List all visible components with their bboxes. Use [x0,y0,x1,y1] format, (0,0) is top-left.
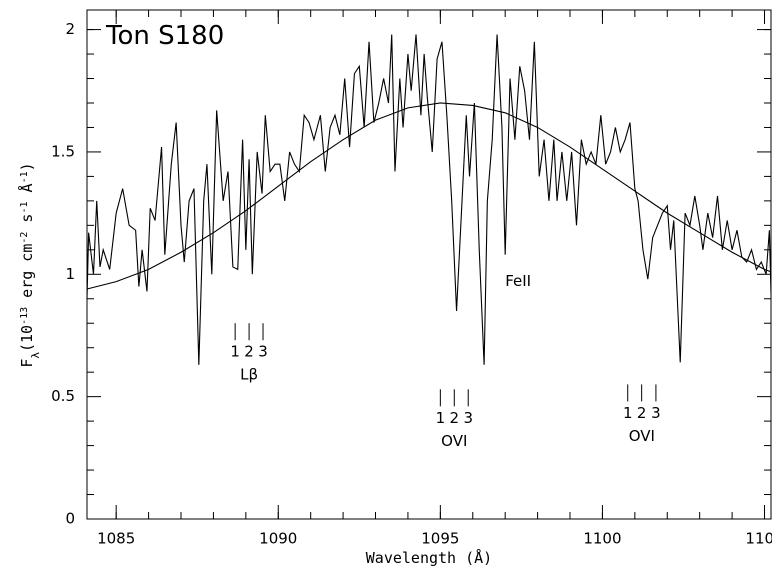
y-label-part: -13 [19,307,30,325]
y-label-part: Å [17,183,36,201]
line-marker-number: 1 [230,343,240,361]
line-marker-number: 1 [436,409,446,427]
x-tick-label: 1095 [421,530,459,548]
line-marker-label: OVI [629,427,655,445]
line-marker-number: 2 [450,409,460,427]
y-label-part: F [18,359,36,368]
x-tick-label: 1100 [583,530,621,548]
line-marker-number: 2 [244,343,254,361]
y-label-part: -1 [19,171,30,183]
plot-frame [86,9,772,520]
y-label-part: λ [29,352,42,359]
y-label-part: -1 [19,201,30,213]
line-marker-number: 3 [651,404,661,422]
x-tick-label: 1090 [259,530,297,548]
y-tick-label: 2 [65,20,75,38]
line-marker-number: 1 [623,404,633,422]
y-label-part: ) [18,162,36,171]
y-tick-label: 1.5 [51,142,75,160]
y-tick-label: 0.5 [51,387,75,405]
line-marker-number: 3 [463,409,473,427]
x-tick-label: 1105 [745,530,772,548]
x-axis-label: Wavelength (Å) [366,548,492,567]
chart-title: Ton S180 [105,21,224,51]
spectrum-line [86,102,772,290]
y-axis-label: Fλ(10-13 erg cm-2 s-1 Å-1) [17,162,42,367]
y-tick-label: 1 [65,265,75,283]
line-marker-number: 3 [258,343,268,361]
y-label-part: (10 [18,325,36,352]
y-tick-label: 0 [65,510,75,528]
y-label-part: s [18,214,36,232]
line-marker-number: 2 [637,404,647,422]
line-marker-label: OVI [441,432,467,450]
y-label-part: erg cm [18,244,36,307]
y-label-part: -2 [19,232,30,244]
spectrum-line [86,34,772,365]
x-tick-label: 1085 [97,530,135,548]
annotation: FeII [505,272,531,290]
line-marker-label: Lβ [240,366,258,384]
